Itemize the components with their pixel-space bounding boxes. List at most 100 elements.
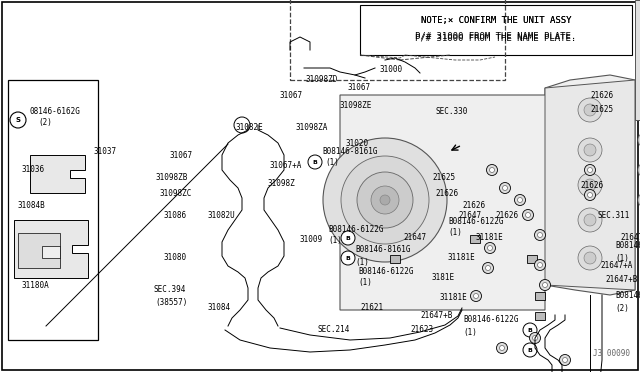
Text: 31098ZB: 31098ZB	[155, 173, 188, 183]
Text: 31020: 31020	[345, 138, 368, 148]
Text: NOTE;× CONFIRM THE UNIT ASSY: NOTE;× CONFIRM THE UNIT ASSY	[420, 16, 572, 25]
Bar	[390, 255, 400, 263]
Text: 31181E: 31181E	[447, 253, 475, 263]
Text: NOTE;× CONFIRM THE UNIT ASSY: NOTE;× CONFIRM THE UNIT ASSY	[420, 16, 572, 25]
Circle shape	[488, 246, 493, 250]
Text: B: B	[312, 160, 317, 164]
Circle shape	[584, 104, 596, 116]
Text: 31080: 31080	[163, 253, 186, 263]
Text: 31086: 31086	[163, 211, 186, 219]
Text: SEC.311: SEC.311	[598, 211, 630, 219]
Text: P/# 31000 FROM THE NAME PLATE.: P/# 31000 FROM THE NAME PLATE.	[415, 32, 577, 41]
Text: 31082E: 31082E	[235, 124, 263, 132]
Circle shape	[323, 138, 447, 262]
Text: 31098ZA: 31098ZA	[295, 124, 328, 132]
Circle shape	[584, 179, 596, 191]
Circle shape	[341, 231, 355, 245]
Bar	[470, 235, 480, 243]
Text: (1): (1)	[358, 278, 372, 286]
Polygon shape	[14, 220, 88, 278]
Text: B: B	[346, 256, 351, 260]
Circle shape	[234, 117, 250, 133]
Text: SEC.330: SEC.330	[435, 108, 467, 116]
Circle shape	[525, 212, 531, 218]
Text: B: B	[527, 347, 532, 353]
Text: 21623: 21623	[410, 326, 433, 334]
Text: 21626: 21626	[590, 90, 613, 99]
Circle shape	[308, 155, 322, 169]
Bar	[8, 80, 98, 340]
Text: 31067: 31067	[280, 90, 303, 99]
Text: 21626: 21626	[580, 180, 603, 189]
Bar	[535, 312, 545, 320]
Text: B08146-6122G: B08146-6122G	[615, 241, 640, 250]
Circle shape	[499, 346, 504, 350]
Bar	[635, 0, 640, 120]
Text: (38557): (38557)	[155, 298, 188, 307]
Text: 31084: 31084	[207, 304, 230, 312]
Circle shape	[523, 343, 537, 357]
Bar	[290, 0, 505, 80]
Text: 21647: 21647	[403, 234, 426, 243]
Text: B08146-6122G: B08146-6122G	[358, 267, 413, 276]
Circle shape	[371, 186, 399, 214]
Circle shape	[10, 112, 26, 128]
Bar	[18, 233, 60, 268]
Text: 21647+A: 21647+A	[600, 260, 632, 269]
Polygon shape	[30, 155, 85, 193]
Text: (1): (1)	[448, 228, 462, 237]
Circle shape	[470, 291, 481, 301]
Text: B: B	[527, 327, 532, 333]
Circle shape	[578, 173, 602, 197]
Circle shape	[578, 208, 602, 232]
Polygon shape	[340, 75, 635, 310]
Text: 21647+B: 21647+B	[420, 311, 452, 320]
Text: 31181E: 31181E	[440, 294, 468, 302]
Text: 21621: 21621	[360, 304, 383, 312]
Bar	[535, 292, 545, 300]
Circle shape	[584, 252, 596, 264]
Circle shape	[523, 323, 537, 337]
Circle shape	[483, 263, 493, 273]
Bar	[360, 5, 632, 55]
Text: 08146-6162G: 08146-6162G	[30, 108, 81, 116]
Circle shape	[563, 357, 568, 362]
Circle shape	[484, 243, 495, 253]
Text: 31098ZC: 31098ZC	[160, 189, 193, 198]
Circle shape	[490, 167, 495, 173]
Circle shape	[341, 251, 355, 265]
Circle shape	[584, 144, 596, 156]
Text: B08146-6122G: B08146-6122G	[463, 315, 518, 324]
Circle shape	[638, 132, 640, 148]
Text: P/# 31000 FROM THE NAME PLATE.: P/# 31000 FROM THE NAME PLATE.	[415, 33, 577, 42]
Text: B08146-8161G: B08146-8161G	[322, 148, 378, 157]
Circle shape	[486, 266, 490, 270]
Text: 21647+B: 21647+B	[605, 276, 637, 285]
Circle shape	[588, 167, 593, 173]
Text: B08146-6122G: B08146-6122G	[615, 291, 640, 299]
Text: 31084B: 31084B	[18, 201, 45, 209]
Circle shape	[499, 183, 511, 193]
Text: 21626: 21626	[462, 201, 485, 209]
Text: 3181E: 3181E	[432, 273, 455, 282]
Text: 31009: 31009	[300, 235, 323, 244]
Circle shape	[538, 263, 543, 267]
Text: 31098ZE: 31098ZE	[340, 100, 372, 109]
Circle shape	[584, 189, 595, 201]
Text: 21647: 21647	[458, 211, 481, 219]
Circle shape	[638, 162, 640, 178]
Circle shape	[578, 246, 602, 270]
Text: (1): (1)	[325, 158, 339, 167]
Text: 31000: 31000	[380, 65, 403, 74]
Circle shape	[532, 336, 538, 340]
Text: (2): (2)	[38, 118, 52, 126]
Text: 31098ZD: 31098ZD	[306, 74, 339, 83]
Bar	[527, 255, 537, 263]
Circle shape	[540, 279, 550, 291]
Text: 31180A: 31180A	[22, 280, 50, 289]
Circle shape	[341, 156, 429, 244]
Circle shape	[474, 294, 479, 298]
Circle shape	[559, 355, 570, 366]
Text: (1): (1)	[328, 237, 342, 246]
Circle shape	[638, 192, 640, 208]
